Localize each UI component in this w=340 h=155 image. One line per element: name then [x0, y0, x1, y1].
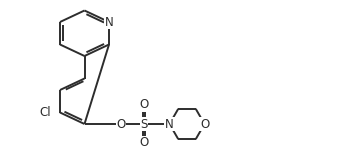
- Text: N: N: [165, 117, 174, 131]
- Text: O: O: [200, 117, 209, 131]
- Text: S: S: [140, 117, 148, 131]
- Text: O: O: [116, 117, 125, 131]
- Text: Cl: Cl: [39, 106, 51, 119]
- Text: N: N: [105, 16, 113, 29]
- Text: O: O: [139, 137, 149, 150]
- Text: O: O: [139, 98, 149, 111]
